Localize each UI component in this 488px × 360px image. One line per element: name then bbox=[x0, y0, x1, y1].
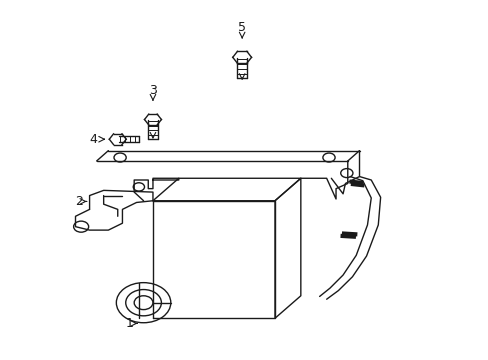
Text: 4: 4 bbox=[89, 133, 97, 146]
Text: 5: 5 bbox=[238, 22, 245, 35]
Text: 1: 1 bbox=[125, 317, 133, 330]
Text: 2: 2 bbox=[75, 195, 83, 208]
Text: 3: 3 bbox=[149, 84, 157, 96]
